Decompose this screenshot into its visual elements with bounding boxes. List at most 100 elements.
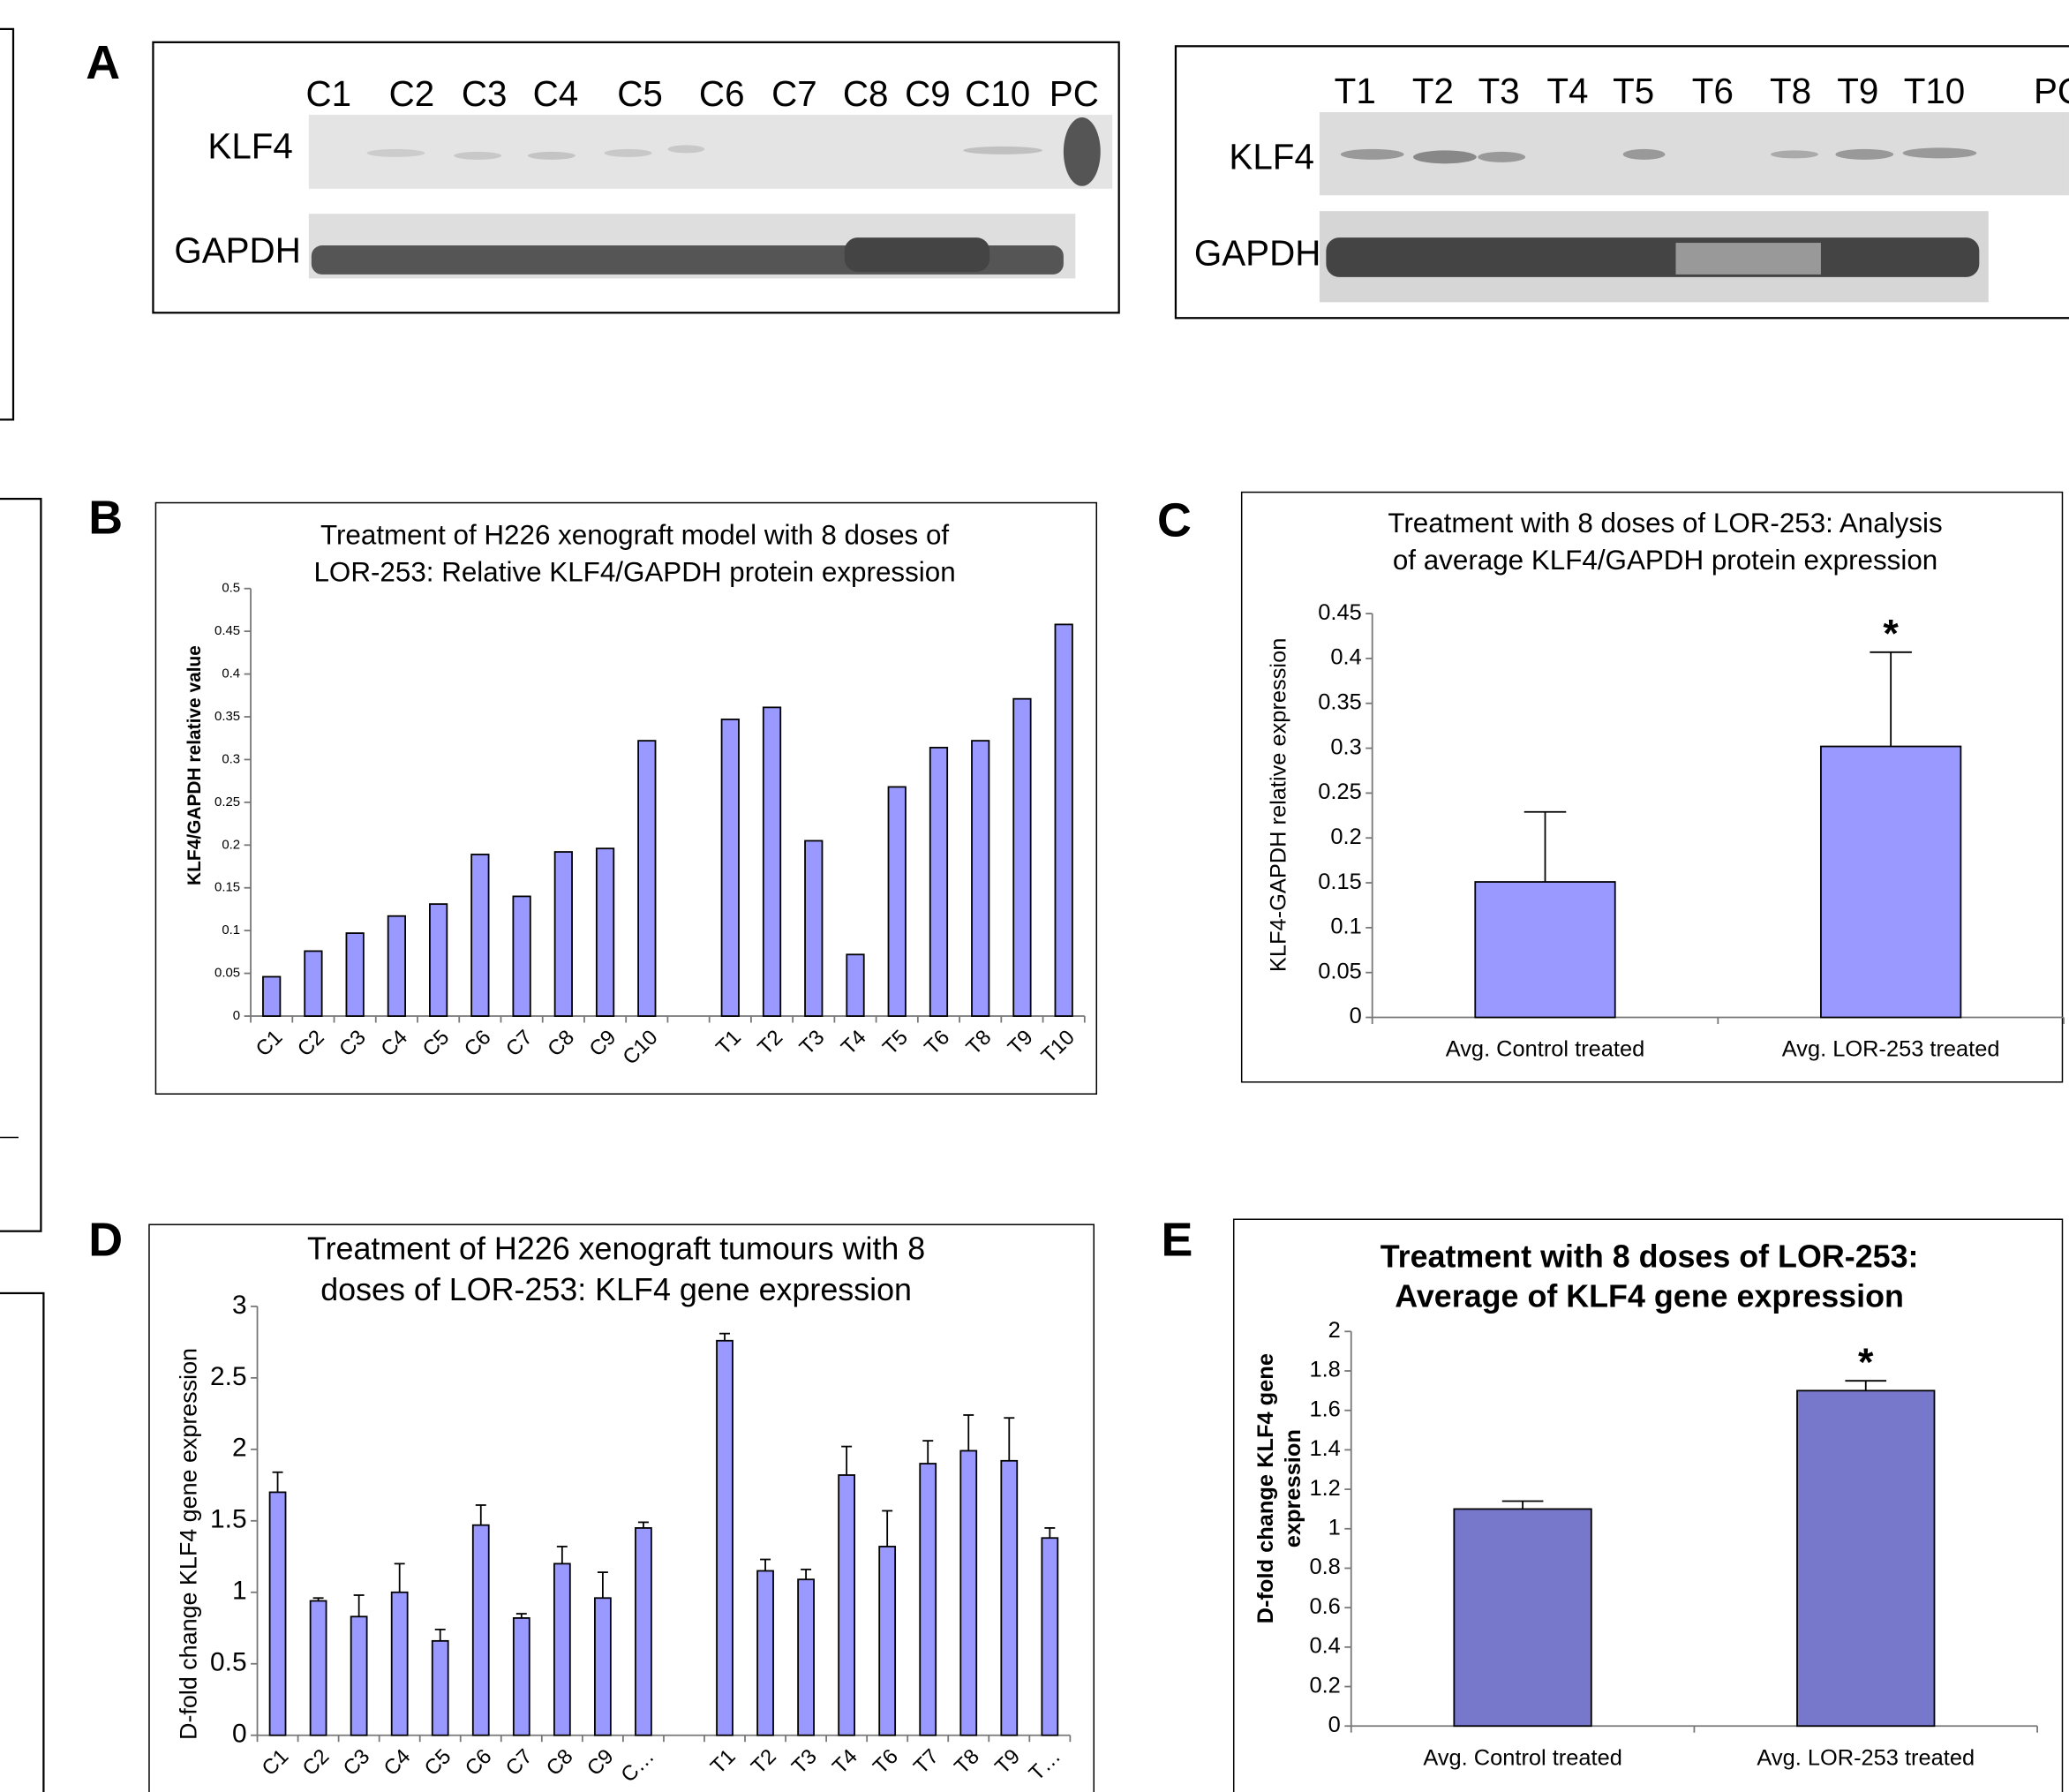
bar [263,976,280,1016]
panel-label: C [1157,494,1192,547]
bar [757,1570,773,1735]
bar [351,1616,367,1735]
y-tick-label: 0.1 [222,922,240,937]
y-tick-label: 0.3 [222,751,240,766]
bar [1001,1461,1017,1736]
row-label: KLF4 [207,126,292,167]
chart-title: of average KLF4/GAPDH protein expression [1393,545,1937,576]
y-tick-label: 0.3 [1330,734,1361,759]
bar [473,1525,489,1736]
y-tick-label: 1 [232,1577,247,1606]
bar [392,1592,408,1736]
x-tick-label: Avg. LOR-253 treated [1782,1037,2000,1062]
y-tick-label: 1.4 [1309,1436,1340,1461]
y-axis-label: KLF4/GAPDH relative value [184,645,205,885]
lane-label: C7 [771,73,817,114]
y-tick-label: 0.45 [1318,600,1361,625]
bar [638,741,655,1016]
chart-frame [149,1224,1094,1792]
bar [388,916,405,1016]
bar [764,707,780,1016]
bar [1454,1509,1591,1726]
chart-title: Treatment with 8 doses of LOR-253: Analy… [1388,508,1942,538]
x-tick-label: Avg. Control treated [1423,1745,1622,1770]
y-tick-label: 0.35 [214,709,240,724]
lane-label: C6 [699,73,745,114]
panel-label: A [86,36,120,89]
chart-title: Treatment of H226 xenograft tumours with… [307,1231,925,1267]
bar [305,951,321,1016]
lane-label: PC [1050,73,1099,114]
figure: ABCDEC1C2C3C4C5C6C7C8C9C10PCKLF4GAPDHT1T… [0,0,2069,1792]
bar [846,954,863,1016]
lane-label: C1 [305,73,351,114]
chart-title: Treatment with 8 doses of LOR-253: [1381,1239,1919,1275]
bar [311,1600,327,1735]
chart: Treatment with 8 doses of LOR-253: Analy… [1242,493,2064,1082]
x-tick-label: Avg. Control treated [1446,1037,1645,1062]
y-tick-label: 0.15 [1318,870,1361,894]
y-tick-label: 0.6 [1309,1594,1340,1619]
panel-label: D [88,1213,123,1266]
y-tick-label: 0.45 [214,623,240,638]
bar [798,1579,814,1736]
y-tick-label: 0.5 [222,581,240,596]
bar [1042,1538,1057,1735]
chart-title: Treatment of H226 xenograft model with 8… [320,520,949,551]
y-tick-label: 1.6 [1309,1397,1340,1421]
panel-label: E [1161,1213,1192,1266]
bar [1475,882,1614,1017]
lane-label: T10 [1904,71,1966,111]
lane-label: C4 [533,73,579,114]
lane-label: T4 [1546,71,1588,111]
lane-label: T9 [1837,71,1878,111]
bar [555,852,572,1016]
y-tick-label: 0.5 [210,1648,247,1677]
y-tick-label: 1 [1328,1515,1341,1540]
bar [930,748,947,1016]
y-tick-label: 0.05 [1318,959,1361,983]
row-label: GAPDH [1194,233,1321,274]
y-tick-label: 0.35 [1318,689,1361,714]
y-tick-label: 0 [1350,1004,1362,1028]
lane-label: T2 [1412,71,1454,111]
lane-label: T6 [1692,71,1734,111]
lane-label: C3 [462,73,508,114]
annotation: * [1858,1339,1874,1384]
row-label: GAPDH [174,230,301,271]
bar [920,1464,936,1736]
bar [346,933,363,1016]
y-tick-label: 0 [232,1720,247,1749]
lane-label: T3 [1478,71,1520,111]
y-tick-label: 0.25 [1318,779,1361,804]
lane-label: T5 [1613,71,1654,111]
lane-label: C5 [617,73,663,114]
bar [471,855,488,1016]
bar [636,1528,651,1736]
bar [805,840,822,1016]
lane-label: C2 [389,73,435,114]
panel-label: B [88,492,123,545]
y-tick-label: 1.2 [1309,1476,1340,1501]
y-axis-label: expression [1281,1429,1305,1547]
bar [1797,1390,1934,1726]
bar [717,1341,733,1736]
y-tick-label: 1.8 [1309,1358,1340,1382]
bar [1821,747,1960,1018]
bar [889,787,906,1016]
bar [1013,699,1030,1016]
y-tick-label: 3 [232,1291,247,1320]
bar [513,896,530,1016]
row-label: KLF4 [1229,137,1313,177]
y-tick-label: 0.2 [1330,824,1361,849]
y-tick-label: 2 [232,1434,247,1463]
lane-label: C8 [843,73,889,114]
y-tick-label: 0.25 [214,794,240,809]
y-tick-label: 0.4 [222,666,240,681]
bar [514,1618,530,1736]
y-axis-label: D-fold change KLF4 gene [1253,1353,1278,1623]
y-tick-label: 0.1 [1330,915,1361,939]
y-tick-label: 0.4 [1330,645,1361,670]
lane-label: C10 [965,73,1030,114]
y-tick-label: 0 [233,1008,240,1023]
